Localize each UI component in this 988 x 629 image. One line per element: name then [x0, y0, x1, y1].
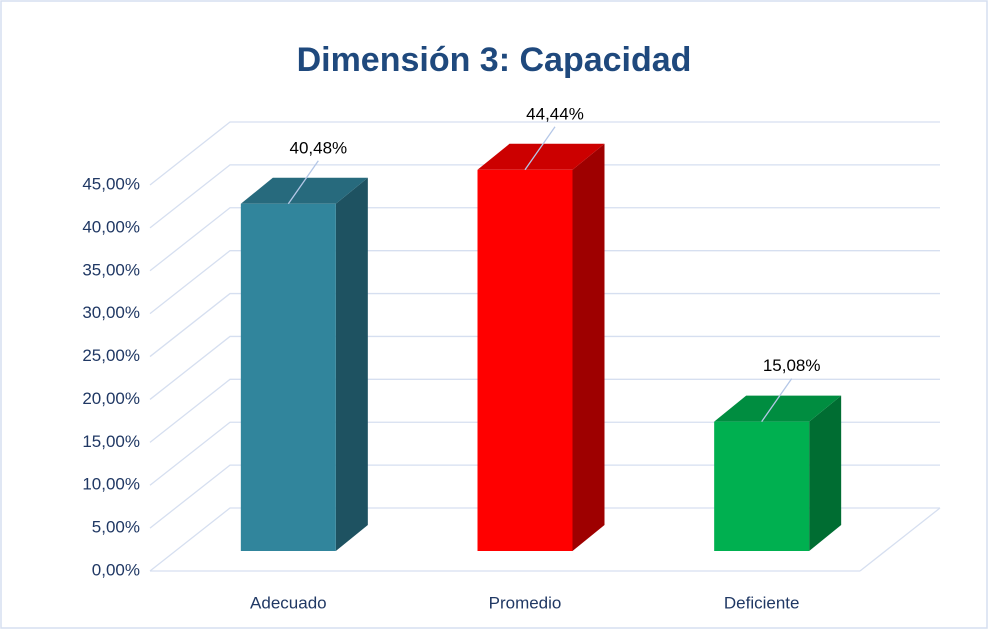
- y-tick-label: 45,00%: [82, 174, 140, 193]
- y-tick-label: 20,00%: [82, 389, 140, 408]
- y-tick-label: 25,00%: [82, 346, 140, 365]
- grid-line: [149, 421, 940, 486]
- grid-line: [149, 378, 940, 443]
- bar-side: [335, 177, 368, 552]
- bar-top: [477, 143, 605, 170]
- bar-side: [809, 395, 842, 551]
- grid-line: [149, 164, 940, 229]
- bar-top: [714, 395, 842, 422]
- data-label: 40,48%: [289, 138, 347, 157]
- grid-line: [149, 121, 940, 186]
- grid-line: [149, 207, 940, 272]
- grid-line: [149, 250, 940, 315]
- x-tick-label: Promedio: [489, 593, 562, 612]
- y-tick-label: 15,00%: [82, 432, 140, 451]
- y-tick-label: 0,00%: [92, 560, 140, 579]
- floor-right: [859, 507, 941, 572]
- bar-front: [714, 421, 810, 551]
- grid-line: [149, 292, 940, 358]
- bar-front: [477, 169, 573, 551]
- leader-line: [761, 378, 793, 423]
- bar: [477, 143, 605, 551]
- grid-line: [149, 464, 940, 529]
- grid-line: [149, 335, 940, 400]
- y-tick-label: 10,00%: [82, 475, 140, 494]
- bar-side: [572, 143, 605, 551]
- bar-top: [240, 177, 368, 204]
- y-tick-label: 30,00%: [82, 303, 140, 322]
- x-tick-label: Deficiente: [724, 593, 800, 612]
- y-tick-label: 35,00%: [82, 260, 140, 279]
- chart-title: Dimensión 3: Capacidad: [297, 41, 692, 79]
- x-tick-label: Adecuado: [250, 593, 327, 612]
- data-label: 44,44%: [526, 104, 584, 123]
- y-tick-label: 5,00%: [92, 518, 140, 537]
- data-label: 15,08%: [763, 356, 821, 375]
- grid-line: [149, 507, 940, 572]
- bar: [714, 395, 842, 551]
- leader-line: [287, 160, 319, 205]
- leader-line: [524, 126, 556, 171]
- bar-front: [240, 203, 336, 552]
- y-tick-label: 40,00%: [82, 217, 140, 236]
- bar: [240, 177, 368, 552]
